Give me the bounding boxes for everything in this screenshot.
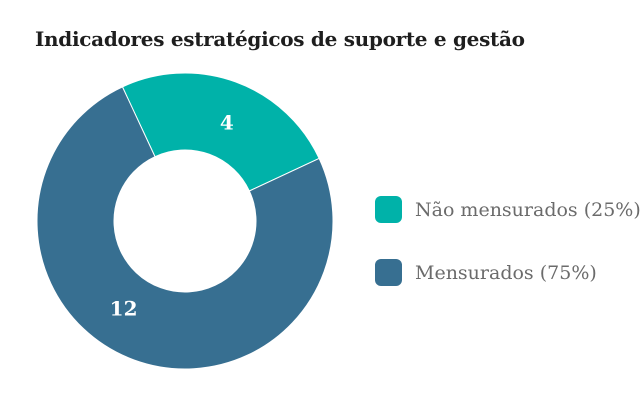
pie-slice-nao-mensurados[interactable] [121,72,320,192]
pie-slice-mensurados[interactable] [36,86,334,370]
legend-label-mensurados: Mensurados (75%) [415,261,597,284]
legend-label-nao-mensurados: Não mensurados (25%) [415,198,640,221]
legend-swatch-mensurados [375,259,402,286]
legend-item-mensurados[interactable]: Mensurados (75%) [375,259,640,286]
chart-title: Indicadores estratégicos de suporte e ge… [35,27,525,51]
legend-swatch-nao-mensurados [375,196,402,223]
legend-item-nao-mensurados[interactable]: Não mensurados (25%) [375,196,640,223]
pie-slice-value-label-mensurados: 12 [110,297,138,321]
pie-slice-value-label-nao-mensurados: 4 [220,111,234,135]
legend: Não mensurados (25%) Mensurados (75%) [375,196,640,322]
